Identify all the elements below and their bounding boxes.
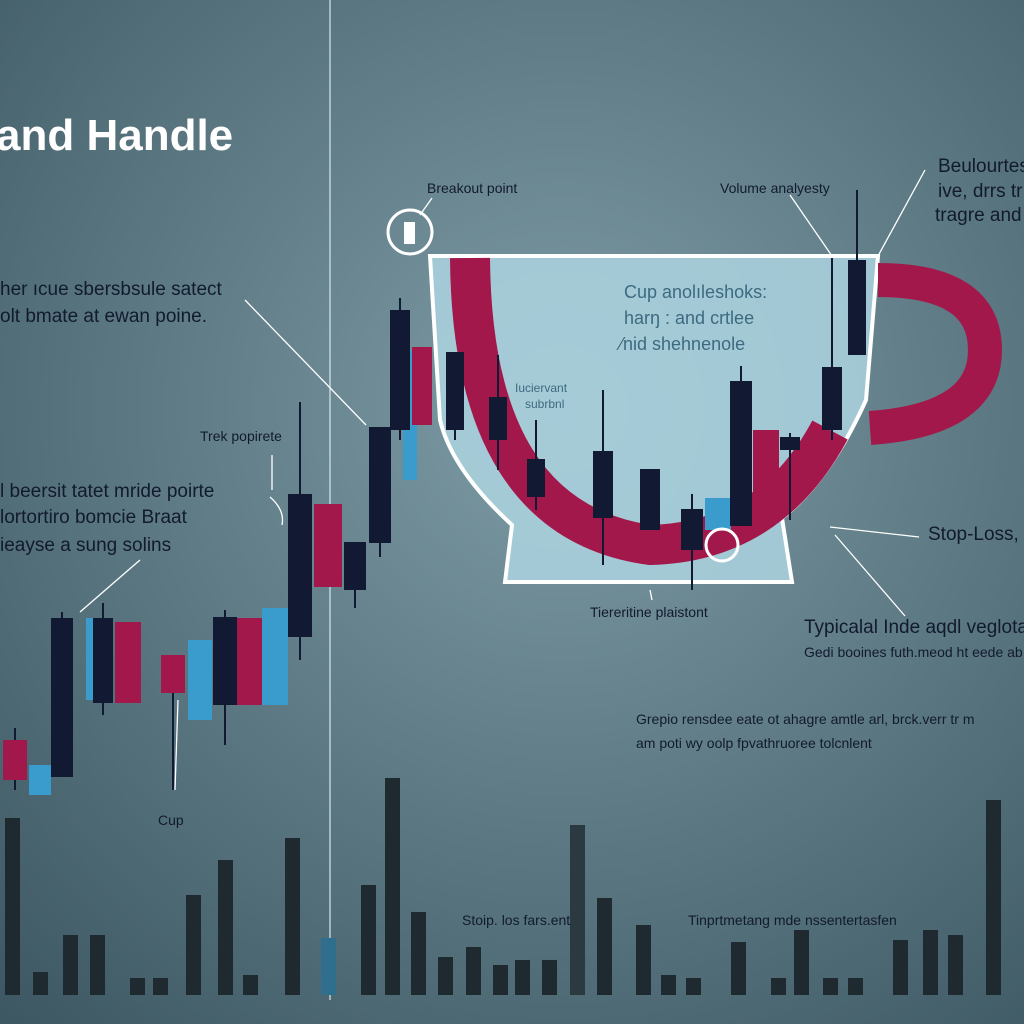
volume-bar: [515, 960, 530, 995]
label: ⁄nid shehnenole: [616, 334, 745, 354]
label: Gedi booines futh.meod ht eede ab: [804, 644, 1023, 660]
volume-bar: [186, 895, 201, 995]
volume-bar: [686, 978, 701, 995]
label: am poti wy oolp fpvathruoree tolcnlent: [636, 735, 872, 751]
label: Tinprtmetang mde nssentertasfen: [688, 912, 897, 928]
label: Cup: [158, 812, 184, 828]
volume-bar: [493, 965, 508, 995]
volume-bar: [542, 960, 557, 995]
candle-body: [446, 352, 464, 430]
volume-bar: [731, 942, 746, 995]
volume-bar: [90, 935, 105, 995]
breakout-marker: [386, 208, 434, 256]
title: and Handle: [0, 111, 233, 160]
candle-body: [489, 397, 507, 440]
candle-body: [213, 617, 237, 705]
candle-body: [51, 618, 73, 777]
candle-body: [730, 381, 752, 526]
volume-bar: [848, 978, 863, 995]
volume-bar: [794, 930, 809, 995]
label: Beulourtes: [938, 156, 1024, 177]
label: tragre and: [935, 205, 1022, 226]
volume-bar: [923, 930, 938, 995]
label: Typicalal Inde aqdl veglotani: [804, 617, 1024, 638]
label: olt bmate at ewan poine.: [0, 306, 207, 327]
label: Stoip. los fars.ent: [462, 912, 570, 928]
volume-bar: [63, 935, 78, 995]
candle-body: [527, 459, 545, 497]
volume-bar: [986, 800, 1001, 995]
label: l beersit tatet mride poirte: [0, 481, 214, 502]
volume-bar: [466, 947, 481, 995]
volume-bar: [321, 938, 336, 995]
volume-bar: [636, 925, 651, 995]
volume-bars: [5, 778, 1001, 995]
candle-body: [369, 427, 391, 543]
candle-body: [161, 655, 185, 693]
candle-body: [115, 622, 141, 703]
volume-bar: [285, 838, 300, 995]
candle-body: [593, 451, 613, 518]
volume-bar: [411, 912, 426, 995]
volume-bar: [385, 778, 400, 995]
volume-bar: [438, 957, 453, 995]
label: Tiereritine plaistont: [590, 604, 708, 620]
volume-bar: [130, 978, 145, 995]
label: lortortiro bomcie Braat: [0, 507, 188, 528]
candle-body: [640, 469, 660, 530]
volume-bar: [570, 825, 585, 995]
candle-body: [753, 430, 779, 505]
candle-body: [314, 504, 342, 587]
leader-lines: [79, 169, 926, 791]
volume-bar: [243, 975, 258, 995]
breakout-icon: [404, 222, 415, 244]
candle-body: [412, 347, 432, 425]
volume-bar: [771, 978, 786, 995]
label: Grepio rensdee eate ot ahagre amtle arl,…: [636, 711, 974, 727]
candle-body: [705, 498, 731, 530]
volume-bar: [33, 972, 48, 995]
candle-body: [848, 260, 866, 355]
candle-body: [3, 740, 27, 780]
label: her ıcue sbersbsule satect: [0, 279, 223, 300]
candle-body: [262, 608, 288, 705]
candle-body: [780, 437, 800, 450]
label: Stop-Loss,: [928, 524, 1019, 545]
candle-body: [29, 765, 51, 795]
candles: [3, 190, 866, 795]
volume-bar: [218, 860, 233, 995]
label: ieayse a sung solins: [0, 535, 171, 556]
candle-body: [188, 640, 212, 720]
low-marker: [704, 527, 740, 563]
volume-bar: [153, 978, 168, 995]
candle-body: [93, 618, 113, 703]
candle-body: [237, 618, 263, 705]
candle-body: [288, 494, 312, 637]
label: ive, drrs tr: [938, 181, 1023, 202]
label: harŋ : and crtlee: [624, 308, 754, 328]
volume-bar: [948, 935, 963, 995]
volume-bar: [661, 975, 676, 995]
label: Trek popirete: [200, 428, 282, 444]
candle-body: [344, 542, 366, 590]
label: subrbnl: [525, 397, 564, 411]
volume-bar: [361, 885, 376, 995]
candle-body: [390, 310, 410, 430]
volume-bar: [893, 940, 908, 995]
candle-body: [822, 367, 842, 430]
volume-bar: [5, 818, 20, 995]
label: Cup anolıleshoks:: [624, 282, 767, 302]
volume-bar: [823, 978, 838, 995]
volume-bar: [597, 898, 612, 995]
label: Iuciervant: [515, 381, 568, 395]
candle-body: [681, 509, 703, 550]
label: Breakout point: [427, 180, 517, 196]
label: Volume analyesty: [720, 180, 830, 196]
cup-handle: [868, 263, 1003, 445]
